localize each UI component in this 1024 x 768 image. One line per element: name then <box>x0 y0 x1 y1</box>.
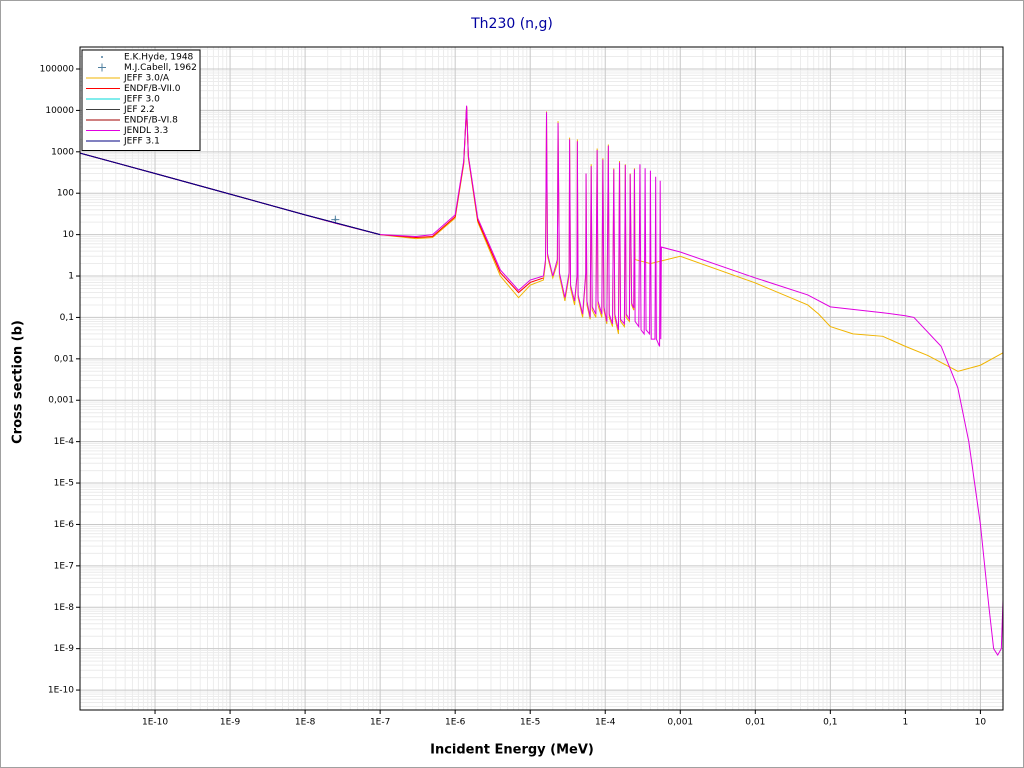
chart-title: Th230 (n,g) <box>470 16 553 32</box>
lines <box>80 105 1003 657</box>
plot-area <box>80 47 1003 710</box>
y-tick-label: 1E-6 <box>54 520 75 530</box>
y-tick-label: 0,001 <box>48 396 74 406</box>
y-tick-label: 1E-8 <box>54 603 75 613</box>
legend-label: JENDL 3.3 <box>123 126 168 136</box>
series-line <box>80 105 1003 657</box>
y-tick-label: 1000 <box>51 147 74 157</box>
y-tick-label: 0,01 <box>54 354 74 364</box>
y-tick-label: 100 <box>57 189 74 199</box>
legend-marker <box>98 63 106 72</box>
x-tick-label: 1E-8 <box>295 718 316 728</box>
x-tick-label: 0,01 <box>745 718 765 728</box>
legend-label: ENDF/B-VI.8 <box>124 116 178 126</box>
data-point <box>331 215 340 224</box>
y-tick-label: 1E-10 <box>48 686 74 696</box>
y-tick-label: 100000 <box>40 65 75 75</box>
y-tick-label: 10 <box>63 230 75 240</box>
legend-label: JEF 2.2 <box>123 105 155 115</box>
series-line <box>80 152 381 236</box>
y-tick-label: 0,1 <box>60 313 74 323</box>
legend-label: JEFF 3.0/A <box>123 74 170 84</box>
legend-label: JEFF 3.0 <box>123 95 160 105</box>
legend-label: JEFF 3.1 <box>123 137 160 147</box>
y-tick-label: 1E-7 <box>54 561 74 571</box>
x-tick-label: 0,001 <box>667 718 693 728</box>
legend-label: M.J.Cabell, 1962 <box>124 63 197 73</box>
x-tick-label: 1E-10 <box>142 718 168 728</box>
y-tick-label: 1E-9 <box>54 644 75 654</box>
x-tick-label: 1E-6 <box>445 718 466 728</box>
y-tick-label: 1E-4 <box>54 437 75 447</box>
y-tick-label: 10000 <box>45 106 74 116</box>
legend-label: E.K.Hyde, 1948 <box>124 53 194 63</box>
x-tick-label: 1E-5 <box>520 718 540 728</box>
legend-label: ENDF/B-VII.0 <box>124 84 181 94</box>
x-tick-label: 10 <box>975 718 987 728</box>
x-tick-label: 1E-7 <box>370 718 390 728</box>
x-tick-label: 1 <box>903 718 909 728</box>
grid: 1E-10 1E-9 1E-8 1E-7 1E-6 1E-5 1E-4 0,001 0,01 0,… <box>40 47 1003 728</box>
y-tick-label: 1E-5 <box>54 479 74 489</box>
y-axis-label: Cross section (b) <box>11 320 26 444</box>
x-tick-label: 1E-4 <box>595 718 616 728</box>
plot-border <box>79 46 1004 711</box>
x-tick-label: 1E-9 <box>220 718 241 728</box>
y-tick-label: 1 <box>68 272 74 282</box>
legend-marker <box>101 56 103 58</box>
x-axis-label: Incident Energy (MeV) <box>430 743 594 758</box>
x-tick-label: 0,1 <box>823 718 837 728</box>
